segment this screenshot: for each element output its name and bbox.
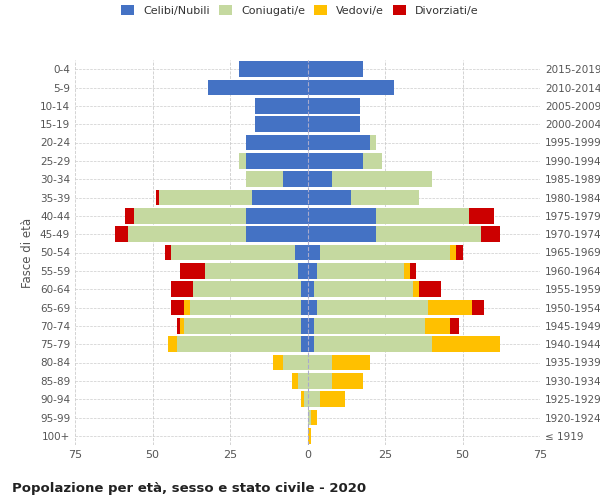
Bar bbox=[301, 300, 308, 316]
Bar bbox=[128, 226, 245, 242]
Bar bbox=[314, 318, 425, 334]
Bar bbox=[245, 226, 308, 242]
Bar bbox=[283, 172, 308, 187]
Bar bbox=[311, 410, 317, 426]
Bar bbox=[245, 134, 308, 150]
Bar bbox=[431, 336, 500, 352]
Bar bbox=[419, 282, 441, 297]
Bar bbox=[308, 373, 332, 388]
Bar bbox=[298, 263, 308, 278]
Legend: Celibi/Nubili, Coniugati/e, Vedovi/e, Divorziati/e: Celibi/Nubili, Coniugati/e, Vedovi/e, Di… bbox=[117, 0, 483, 20]
Y-axis label: Fasce di età: Fasce di età bbox=[22, 218, 34, 288]
Bar bbox=[181, 263, 205, 278]
Bar bbox=[469, 208, 494, 224]
Bar bbox=[184, 318, 301, 334]
Bar bbox=[376, 208, 469, 224]
Bar bbox=[190, 300, 301, 316]
Bar bbox=[158, 190, 252, 206]
Text: Popolazione per età, sesso e stato civile - 2020: Popolazione per età, sesso e stato civil… bbox=[12, 482, 366, 495]
Bar bbox=[308, 98, 360, 114]
Bar bbox=[308, 153, 364, 168]
Bar bbox=[332, 172, 431, 187]
Bar bbox=[165, 244, 171, 260]
Bar bbox=[314, 282, 413, 297]
Bar bbox=[255, 116, 308, 132]
Bar bbox=[308, 336, 314, 352]
Bar bbox=[308, 62, 364, 77]
Bar bbox=[301, 282, 308, 297]
Bar bbox=[304, 392, 308, 407]
Bar bbox=[332, 373, 364, 388]
Bar bbox=[274, 354, 283, 370]
Bar bbox=[178, 318, 181, 334]
Bar bbox=[301, 392, 304, 407]
Bar bbox=[481, 226, 500, 242]
Bar bbox=[155, 190, 158, 206]
Bar bbox=[308, 282, 314, 297]
Bar bbox=[292, 373, 298, 388]
Bar bbox=[308, 226, 376, 242]
Bar bbox=[364, 153, 382, 168]
Bar bbox=[332, 354, 370, 370]
Bar bbox=[308, 392, 320, 407]
Bar bbox=[125, 208, 134, 224]
Bar bbox=[245, 153, 308, 168]
Bar bbox=[239, 62, 308, 77]
Bar bbox=[178, 336, 301, 352]
Bar bbox=[193, 282, 301, 297]
Bar bbox=[413, 282, 419, 297]
Bar bbox=[134, 208, 245, 224]
Bar bbox=[205, 263, 298, 278]
Bar bbox=[450, 244, 457, 260]
Bar bbox=[410, 263, 416, 278]
Bar bbox=[245, 208, 308, 224]
Bar bbox=[450, 318, 460, 334]
Bar bbox=[308, 116, 360, 132]
Bar bbox=[181, 318, 184, 334]
Bar bbox=[308, 428, 311, 444]
Bar bbox=[301, 318, 308, 334]
Bar bbox=[239, 153, 245, 168]
Bar bbox=[308, 244, 320, 260]
Bar bbox=[298, 373, 308, 388]
Bar bbox=[317, 263, 404, 278]
Bar bbox=[115, 226, 128, 242]
Bar bbox=[245, 172, 283, 187]
Bar bbox=[295, 244, 308, 260]
Bar bbox=[308, 190, 351, 206]
Bar bbox=[428, 300, 472, 316]
Bar bbox=[308, 134, 370, 150]
Bar bbox=[308, 354, 332, 370]
Bar bbox=[208, 80, 308, 96]
Bar bbox=[308, 80, 394, 96]
Bar bbox=[376, 226, 481, 242]
Bar bbox=[317, 300, 428, 316]
Bar bbox=[308, 318, 314, 334]
Bar bbox=[252, 190, 308, 206]
Bar bbox=[171, 300, 184, 316]
Bar bbox=[301, 336, 308, 352]
Bar bbox=[404, 263, 410, 278]
Bar bbox=[308, 208, 376, 224]
Bar bbox=[370, 134, 376, 150]
Bar bbox=[351, 190, 419, 206]
Bar bbox=[320, 392, 344, 407]
Bar bbox=[184, 300, 190, 316]
Bar bbox=[472, 300, 484, 316]
Bar bbox=[171, 282, 193, 297]
Bar bbox=[283, 354, 308, 370]
Bar bbox=[168, 336, 178, 352]
Bar bbox=[425, 318, 450, 334]
Bar bbox=[171, 244, 295, 260]
Bar bbox=[308, 410, 311, 426]
Bar bbox=[308, 172, 332, 187]
Bar bbox=[320, 244, 450, 260]
Bar bbox=[308, 300, 317, 316]
Bar bbox=[308, 263, 317, 278]
Bar bbox=[255, 98, 308, 114]
Bar bbox=[457, 244, 463, 260]
Bar bbox=[314, 336, 431, 352]
